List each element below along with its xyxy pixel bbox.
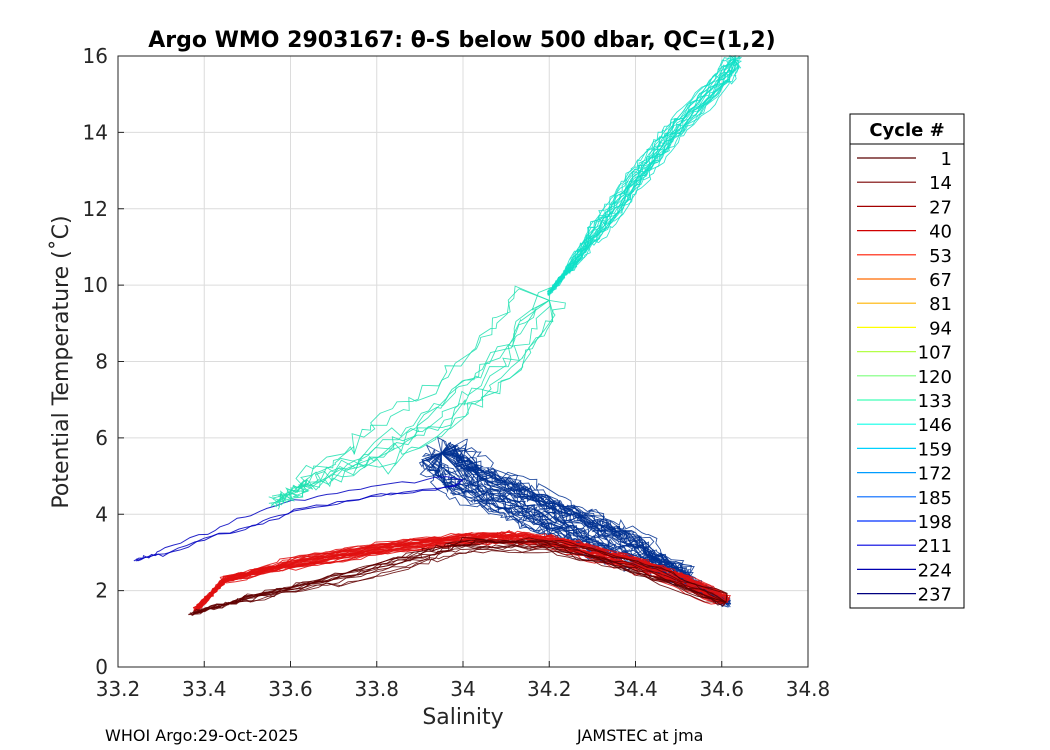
x-tick-label: 33.6 [268, 677, 313, 701]
legend-label: 14 [929, 173, 952, 194]
legend-label: 120 [918, 367, 952, 388]
x-tick-label: 33.4 [182, 677, 227, 701]
series-line-early-cycles-low [190, 544, 727, 615]
x-tick-label: 34.8 [786, 677, 831, 701]
series-line-intrusion [278, 288, 550, 506]
legend-label: 185 [918, 488, 952, 509]
series-line-early-cycles-low [192, 539, 727, 613]
legend-label: 146 [918, 415, 952, 436]
x-axis-label: Salinity [422, 705, 503, 730]
y-tick-label: 14 [83, 120, 108, 144]
series-line-surface-branch [547, 54, 735, 292]
y-tick-label: 16 [83, 44, 108, 68]
series-line-deep-water-convergence [441, 442, 724, 601]
series-line-early-cycles-low [193, 549, 727, 615]
plot-area [117, 54, 809, 668]
y-tick-label: 10 [83, 273, 108, 297]
y-tick-label: 12 [83, 197, 108, 221]
series-line-surface-branch [547, 59, 735, 295]
legend-label: 172 [918, 464, 952, 485]
x-tick-label: 34.6 [699, 677, 744, 701]
legend-label: 94 [929, 318, 952, 339]
legend-label: 1 [941, 149, 952, 170]
legend-label: 224 [918, 560, 952, 581]
footer-credit: JAMSTEC at jma [576, 726, 703, 745]
series-line-late-cycle-offshoot [133, 479, 464, 562]
x-tick-label: 33.2 [96, 677, 141, 701]
legend: Cycle # 1 14 27 40 53 67 81 94 107 120 133 146 159 17… [849, 113, 965, 609]
traces [133, 54, 743, 617]
legend-label: 81 [929, 294, 952, 315]
y-tick-label: 0 [95, 655, 108, 679]
x-tick-label: 34 [450, 677, 475, 701]
series-line-intrusion [268, 300, 550, 504]
legend-entries: 1 14 27 40 53 67 81 94 107 120 133 146 159 172 185 198 2… [857, 149, 952, 606]
series-line-early-cycles [192, 535, 731, 609]
y-tick-labels: 0 2 4 6 8 10 12 14 16 [83, 44, 108, 679]
y-tick-label: 2 [95, 579, 108, 603]
series-line-surface-branch [548, 57, 735, 296]
footer-source: WHOI Argo:29-Oct-2025 [105, 726, 299, 745]
chart-title: Argo WMO 2903167: θ-S below 500 dbar, QC… [148, 28, 776, 53]
legend-label: 107 [918, 343, 952, 364]
x-tick-label: 34.2 [527, 677, 572, 701]
series-line-late-cycle-offshoot [136, 479, 464, 562]
x-tick-label: 34.4 [613, 677, 658, 701]
series-line-deep-water-convergence [418, 452, 725, 604]
series-line-late-cycle-offshoot [135, 476, 464, 562]
series-line-intrusion [277, 300, 552, 510]
legend-label: 159 [918, 439, 952, 460]
series-line-early-cycles [194, 531, 727, 611]
y-tick-label: 6 [95, 426, 108, 450]
series-line-surface-branch [549, 59, 742, 294]
series-line-surface-branch [547, 59, 735, 294]
series-line-deep-water-convergence [441, 441, 731, 605]
series-line-surface-branch [546, 59, 735, 293]
x-tick-labels: 33.2 33.4 33.6 33.8 34 34.2 34.4 34.6 34.8 [96, 677, 831, 701]
series-line-surface-branch [550, 59, 735, 293]
legend-label: 40 [929, 222, 952, 243]
legend-label: 133 [918, 391, 952, 412]
x-tick-label: 33.8 [354, 677, 399, 701]
y-tick-label: 8 [95, 350, 108, 374]
y-axis-label: Potential Temperature (˚C) [49, 215, 74, 508]
series-line-deep-water-convergence [437, 436, 724, 607]
legend-label: 27 [929, 197, 952, 218]
legend-label: 53 [929, 246, 952, 267]
legend-label: 198 [918, 512, 952, 533]
legend-label: 237 [918, 585, 952, 606]
series-line-surface-branch [550, 59, 740, 293]
legend-title: Cycle # [869, 120, 944, 141]
series-line-deep-water-convergence [441, 443, 725, 600]
series-line-deep-water-convergence [441, 443, 729, 603]
legend-label: 211 [918, 536, 952, 557]
legend-label: 67 [929, 270, 952, 291]
y-tick-label: 4 [95, 502, 108, 526]
